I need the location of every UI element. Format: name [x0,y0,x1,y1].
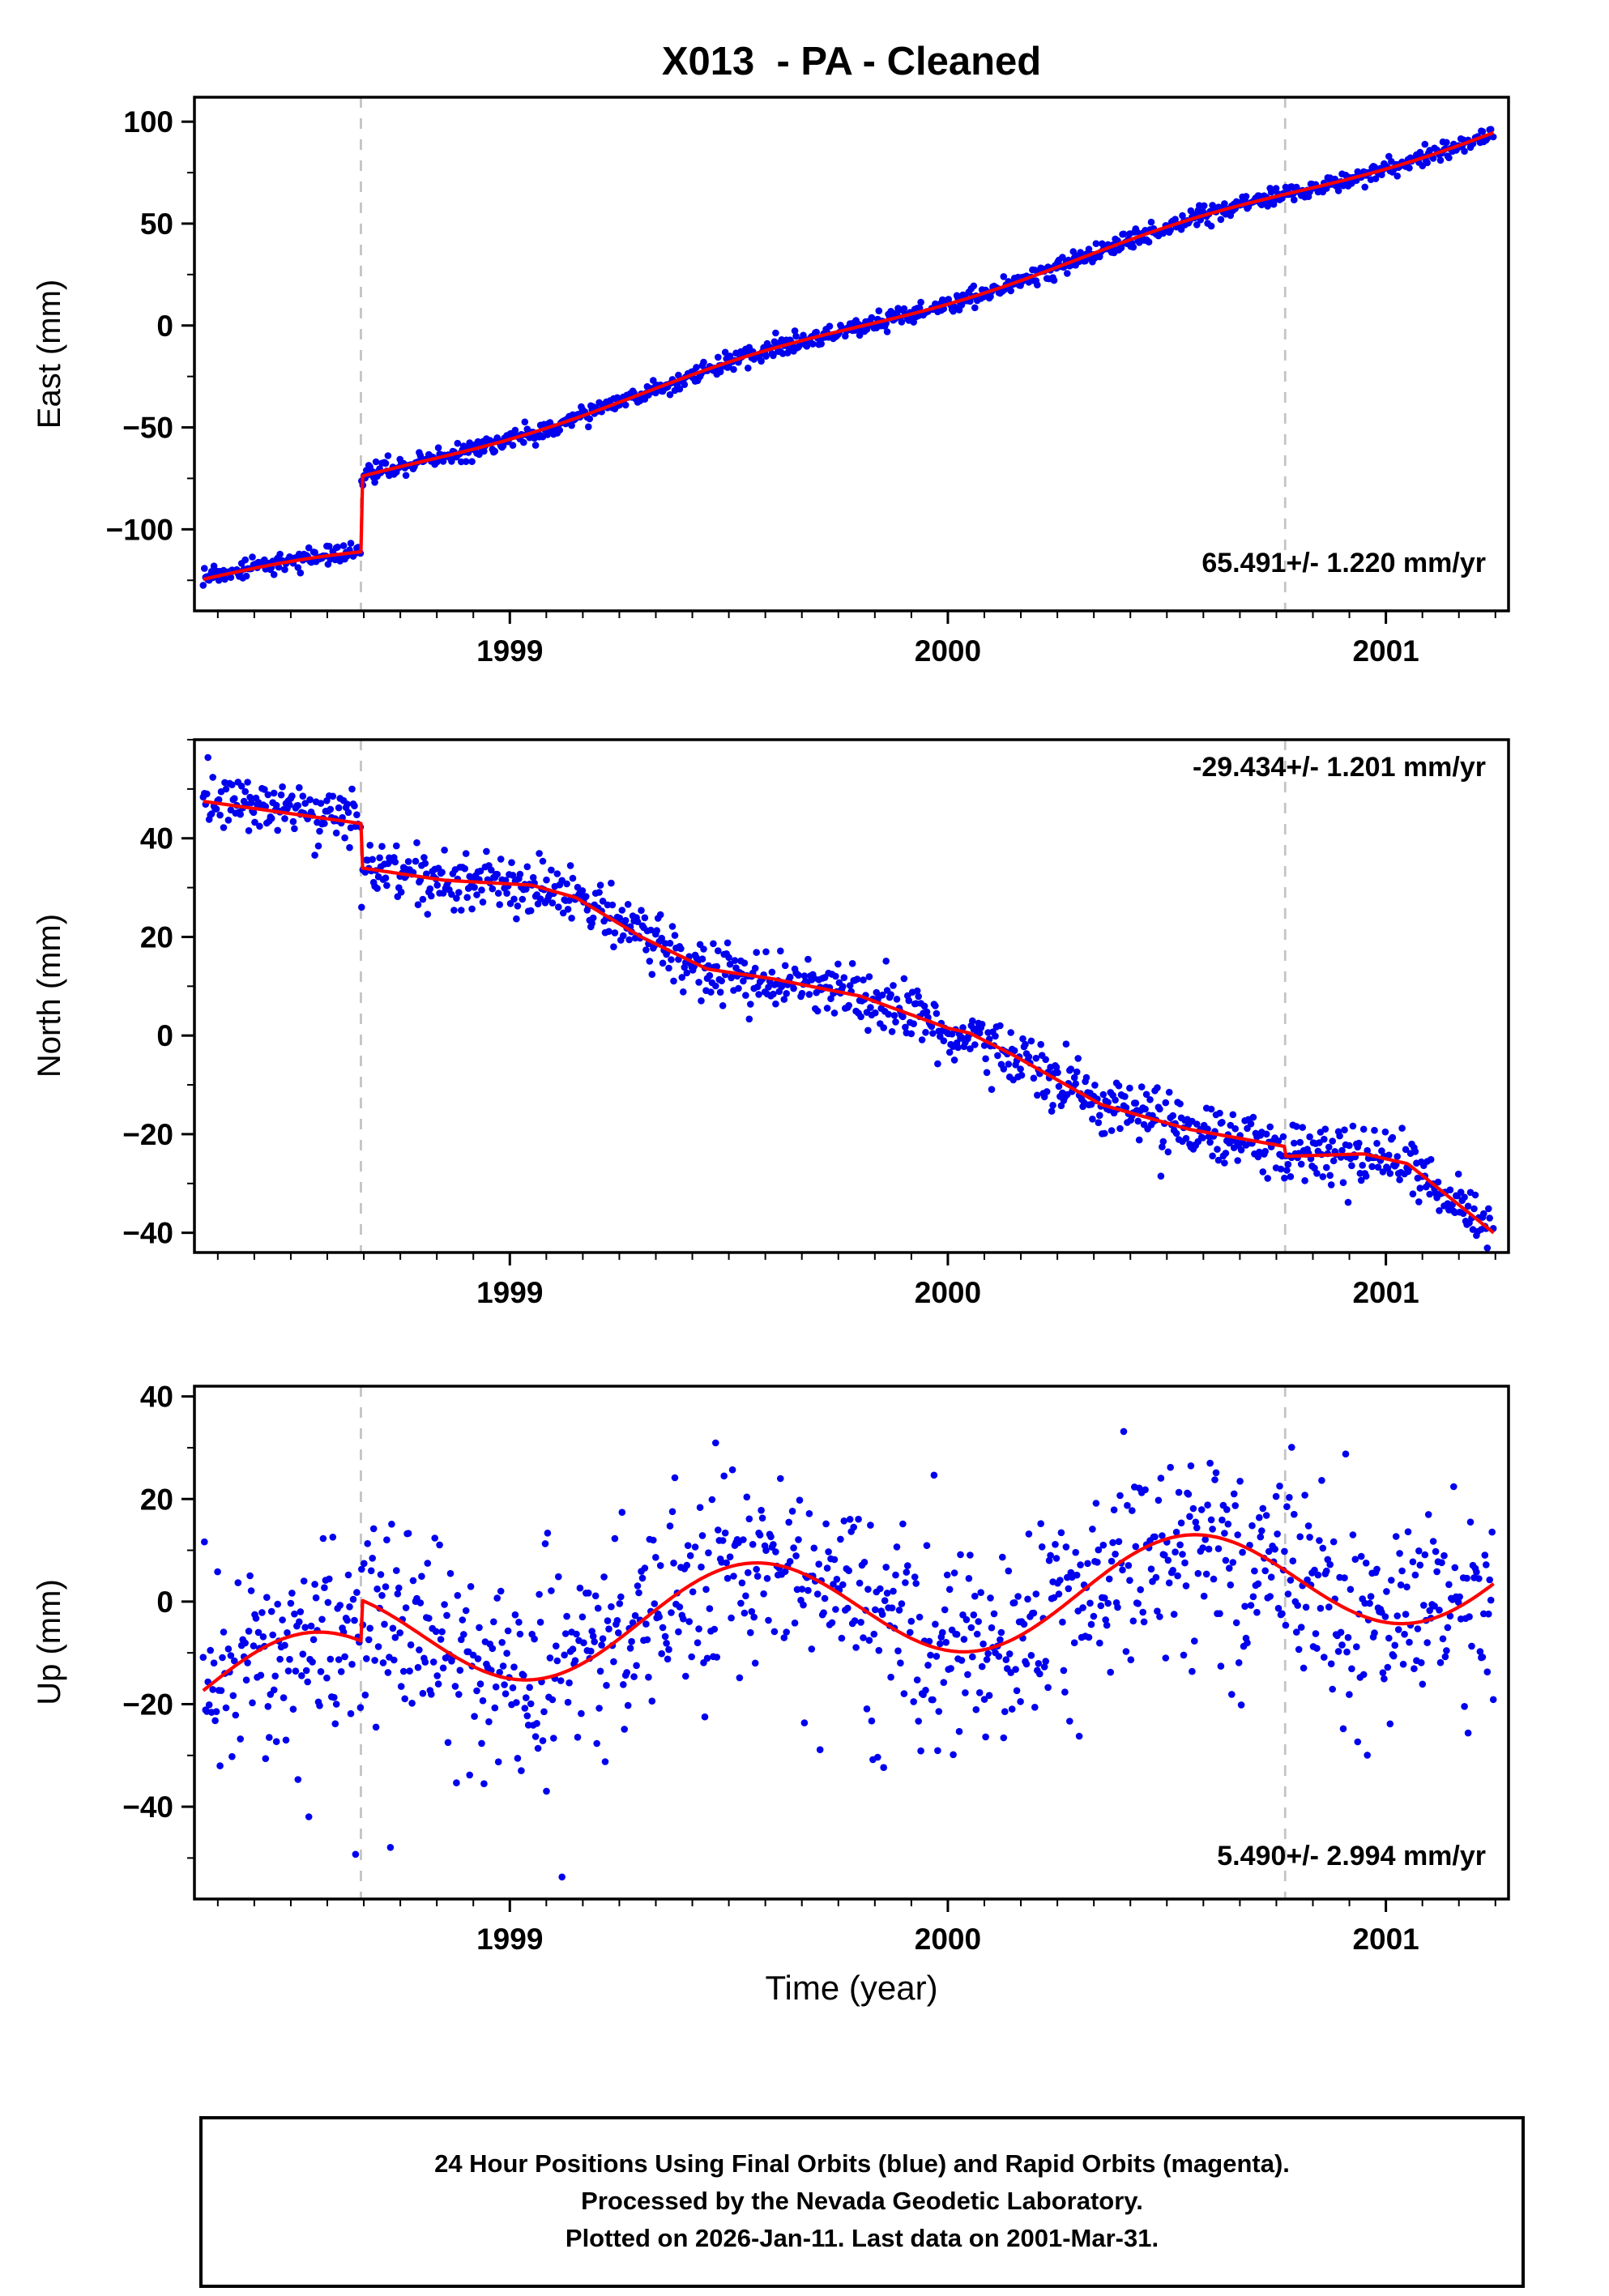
svg-text:2000: 2000 [915,634,981,668]
svg-text:50: 50 [140,207,173,241]
north-scatter-points [199,753,1497,1252]
up-scatter-points [199,1428,1497,1881]
svg-text:−20: −20 [122,1118,173,1151]
svg-text:−40: −40 [122,1217,173,1250]
svg-text:2001: 2001 [1352,1276,1419,1309]
east-panel-plot: 1999 2000 2001 −100 −50 0 50 100 [106,96,1510,668]
svg-text:1999: 1999 [476,1276,543,1309]
footer-line-plotted: Plotted on 2026-Jan-11. Last data on 200… [565,2224,1159,2252]
svg-text:20: 20 [140,920,173,954]
svg-text:2001: 2001 [1352,634,1419,668]
svg-text:1999: 1999 [476,634,543,668]
svg-text:2000: 2000 [915,1923,981,1956]
up-rate-annotation: 5.490+/- 2.994 mm/yr [1217,1841,1486,1871]
svg-text:2001: 2001 [1352,1923,1419,1956]
footer-caption-box: 24 Hour Positions Using Final Orbits (bl… [199,2116,1525,2288]
north-model-line [203,800,1495,1235]
time-axis-label: Time (year) [765,1969,938,2007]
up-model-line [202,1533,1495,1692]
east-model-line [203,130,1495,582]
svg-text:−50: −50 [122,412,173,445]
north-ticks [181,739,1496,1265]
svg-text:40: 40 [140,1381,173,1414]
east-rate-annotation: 65.491+/- 1.220 mm/yr [1201,548,1486,578]
svg-text:0: 0 [156,309,173,343]
page-title: X013 - PA - Cleaned [661,40,1042,83]
north-panel-plot: 1999 2000 2001 −40 −20 0 20 40 [122,738,1510,1309]
north-frame [193,738,1510,1254]
up-axis-label: Up (mm) [32,1579,67,1705]
east-frame [193,96,1510,612]
up-ticks [181,1395,1496,1912]
svg-text:100: 100 [123,105,173,139]
north-event-lines [360,740,1287,1253]
footer-line-orbits: 24 Hour Positions Using Final Orbits (bl… [434,2149,1290,2178]
east-axis-label: East (mm) [32,279,67,429]
svg-text:40: 40 [140,822,173,856]
svg-text:0: 0 [156,1019,173,1052]
up-panel-plot: 1999 2000 2001 −40 −20 0 20 40 [122,1381,1510,1956]
svg-text:1999: 1999 [476,1923,543,1956]
svg-text:−40: −40 [122,1790,173,1824]
footer-line-processed: Processed by the Nevada Geodetic Laborat… [581,2187,1143,2215]
up-frame [193,1385,1510,1901]
svg-text:0: 0 [156,1585,173,1619]
north-rate-annotation: -29.434+/- 1.201 mm/yr [1193,752,1486,783]
svg-text:−100: −100 [106,513,173,546]
svg-text:2000: 2000 [915,1276,981,1309]
east-scatter-points [199,126,1497,589]
east-event-lines [360,97,1287,611]
svg-text:20: 20 [140,1483,173,1516]
east-ticks [181,120,1496,624]
north-axis-label: North (mm) [32,913,67,1078]
svg-text:−20: −20 [122,1688,173,1721]
